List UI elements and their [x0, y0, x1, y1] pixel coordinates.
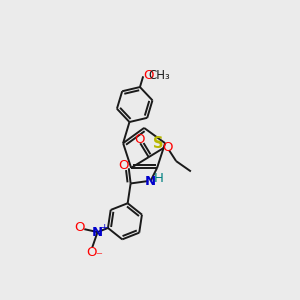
Text: O: O: [86, 246, 97, 259]
Text: CH₃: CH₃: [148, 69, 170, 82]
Text: N: N: [145, 175, 156, 188]
Text: H: H: [154, 172, 164, 185]
Text: O: O: [118, 159, 129, 172]
Text: ⁻: ⁻: [95, 250, 102, 263]
Text: O: O: [74, 221, 85, 235]
Text: +: +: [100, 223, 108, 232]
Text: N: N: [92, 226, 103, 238]
Text: O: O: [134, 133, 145, 146]
Text: S: S: [153, 136, 164, 151]
Text: O: O: [163, 141, 173, 154]
Text: O: O: [143, 69, 153, 82]
